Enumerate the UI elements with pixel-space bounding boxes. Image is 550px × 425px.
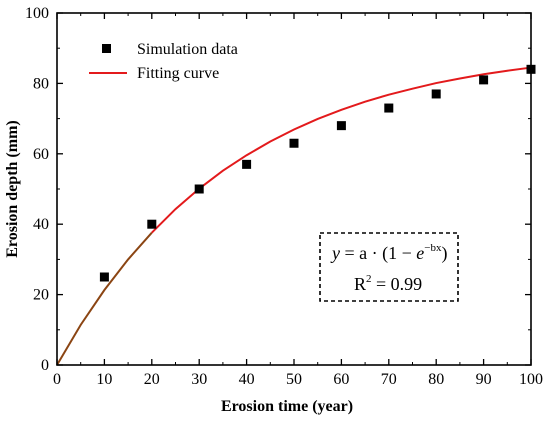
equation-body: = a · (1 − (340, 243, 416, 264)
x-axis-title: Erosion time (year) (221, 398, 353, 415)
x-tick-label: 40 (239, 371, 255, 388)
axes-layer: 0 10 20 30 40 50 60 70 80 90 100 0 20 40 60 80 100 (25, 5, 543, 388)
x-tick-label: 100 (519, 371, 543, 388)
equation-y: y (330, 243, 340, 263)
legend: Simulation data Fitting curve (89, 41, 238, 82)
x-tick-label: 70 (381, 371, 397, 388)
x-tick-label: 10 (96, 371, 112, 388)
y-tick-label: 60 (33, 146, 49, 163)
data-point (147, 219, 157, 229)
legend-label-fitting: Fitting curve (137, 65, 219, 82)
r-squared-text: R2 = 0.99 (354, 273, 422, 294)
x-tick-label: 80 (428, 371, 444, 388)
x-tick-label: 60 (333, 371, 349, 388)
equation-exponent: −bx (424, 242, 442, 254)
equation-close: ) (442, 243, 448, 264)
plot-layer (56, 64, 536, 366)
equation-text: y = a · (1 − e−bx) (330, 242, 448, 264)
x-tick-label: 0 (53, 371, 61, 388)
data-point (242, 159, 252, 169)
data-point (336, 121, 346, 131)
y-axis-title: Erosion depth (mm) (4, 120, 21, 258)
fitting-curve (151, 66, 532, 234)
plot-frame (56, 12, 532, 366)
equation-box-border (319, 232, 459, 302)
legend-marker-simulation (102, 44, 111, 53)
equation-box: y = a · (1 − e−bx) R2 = 0.99 (319, 232, 459, 302)
x-tick-label: 90 (476, 371, 492, 388)
x-tick-label: 30 (191, 371, 207, 388)
fitting-curve-lower-segment (56, 231, 153, 366)
y-tick-label: 80 (33, 75, 49, 92)
r-squared-label: R (354, 274, 366, 294)
legend-label-simulation: Simulation data (137, 41, 238, 58)
y-tick-label: 0 (41, 357, 49, 374)
data-point (431, 89, 441, 99)
data-point (289, 138, 299, 148)
y-tick-label: 40 (33, 216, 49, 233)
data-point (479, 75, 489, 85)
data-point (99, 272, 109, 282)
equation-e: e (416, 243, 424, 263)
data-point (384, 103, 394, 113)
x-tick-label: 50 (286, 371, 302, 388)
y-tick-label: 20 (33, 287, 49, 304)
data-point (194, 184, 204, 194)
y-tick-label: 100 (25, 5, 49, 22)
r-squared-value: = 0.99 (372, 274, 423, 294)
x-tick-label: 20 (144, 371, 160, 388)
r-squared-superscript: 2 (366, 273, 372, 285)
